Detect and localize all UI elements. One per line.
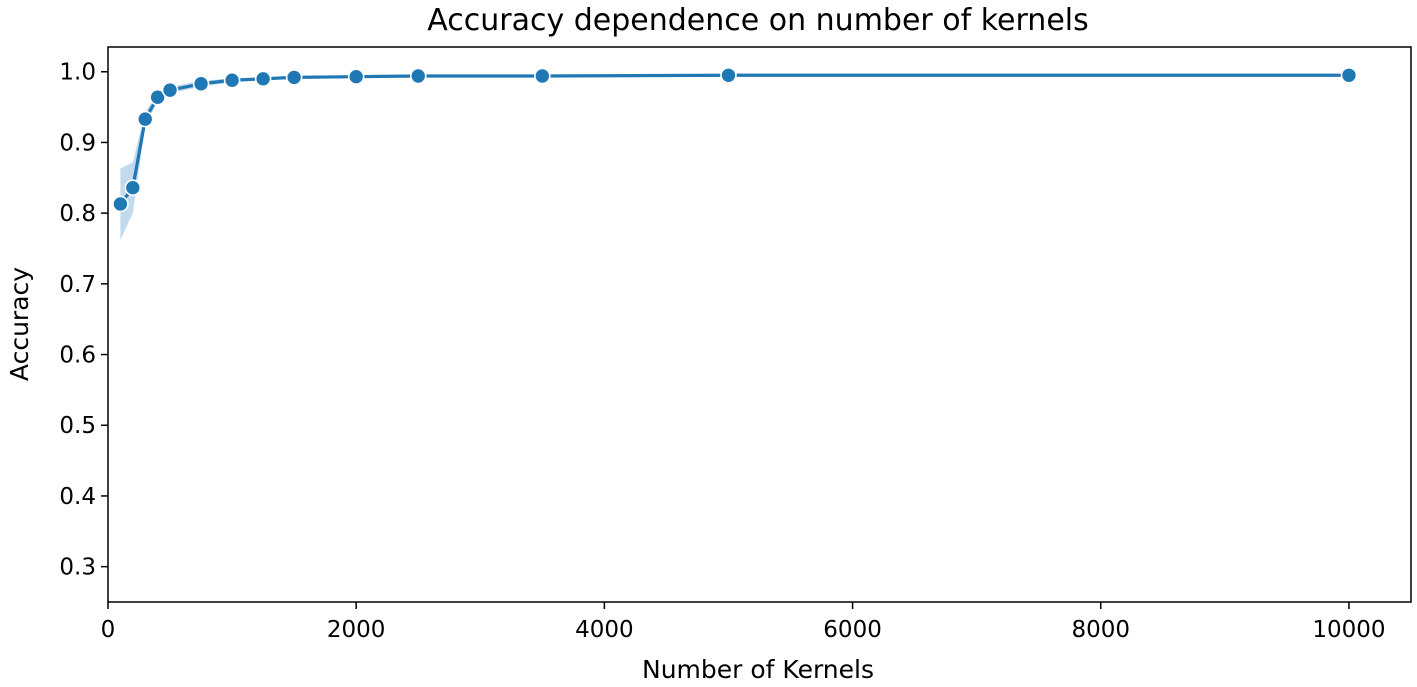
data-point — [534, 67, 551, 85]
data-point — [149, 88, 166, 106]
x-tick-label: 6000 — [823, 617, 882, 643]
plot-frame — [107, 46, 1412, 603]
x-tick-label: 8000 — [1071, 617, 1130, 643]
y-tick-label: 0.8 — [59, 201, 96, 227]
plot-area — [112, 66, 1358, 241]
data-point — [124, 179, 142, 196]
y-tick-label: 0.5 — [59, 413, 96, 439]
data-point — [112, 195, 129, 213]
chart-title: Accuracy dependence on number of kernels — [427, 3, 1089, 38]
data-point — [254, 70, 272, 88]
y-tick-label: 0.7 — [59, 272, 96, 298]
data-point — [1340, 66, 1358, 84]
data-point — [136, 110, 154, 128]
y-tick-label: 0.6 — [59, 343, 96, 369]
x-tick-label: 2000 — [327, 617, 386, 643]
confidence-band — [120, 74, 1349, 241]
series-line — [119, 73, 1349, 205]
data-point — [285, 69, 303, 86]
y-tick-label: 0.3 — [59, 555, 96, 581]
data-point — [192, 75, 210, 93]
y-axis-title: Accuracy — [5, 267, 34, 381]
x-tick-label: 10000 — [1312, 617, 1385, 643]
data-point — [223, 71, 241, 89]
data-point — [161, 81, 179, 99]
y-axis: 0.3 0.4 0.5 0.6 0.7 0.8 0.9 1.0 — [59, 60, 108, 581]
x-tick-label: 0 — [101, 617, 116, 643]
y-tick-label: 1.0 — [59, 60, 96, 86]
data-point — [347, 68, 365, 85]
data-point — [409, 67, 427, 85]
y-tick-label: 0.4 — [59, 484, 96, 510]
x-axis-title: Number of Kernels — [642, 655, 874, 684]
y-tick-label: 0.9 — [59, 130, 96, 156]
x-tick-label: 4000 — [575, 617, 634, 643]
x-axis: 0 2000 4000 6000 8000 10000 — [101, 602, 1386, 643]
data-point — [720, 66, 737, 84]
